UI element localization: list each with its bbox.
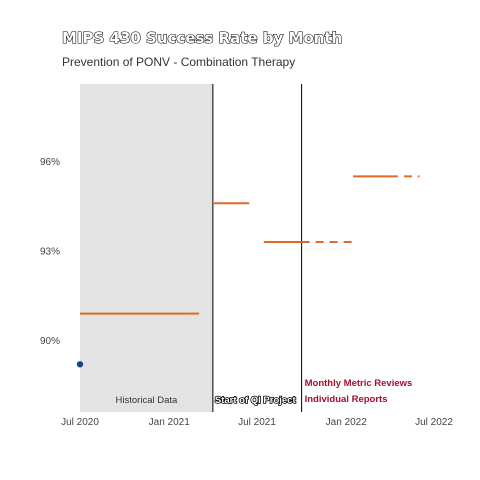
y-tick-label: 96% xyxy=(40,157,60,168)
historical-shaded-region xyxy=(80,84,213,412)
y-tick-label: 93% xyxy=(40,246,60,257)
y-tick-label: 90% xyxy=(40,336,60,347)
x-tick-label: Jan 2022 xyxy=(326,417,368,428)
data-point-1 xyxy=(76,361,84,368)
phase-2-label-line-1: Monthly Metric Reviews xyxy=(305,378,413,389)
x-tick-label: Jan 2021 xyxy=(149,417,191,428)
chart-subtitle: Prevention of PONV - Combination Therapy xyxy=(62,55,295,69)
historical-data-label: Historical Data xyxy=(116,395,178,406)
x-tick-label: Jul 2022 xyxy=(415,417,453,428)
chart-title: MIPS 430 Success Rate by Month xyxy=(62,29,342,47)
phase-2-label-line-2: Individual Reports xyxy=(305,394,388,405)
plot-area: 90% 93% 96% Jul 2020 Jan 2021 Jul 2021 Jan 202… xyxy=(40,84,453,428)
qi-start-label: Start of QI Project xyxy=(215,395,297,406)
x-tick-label: Jul 2021 xyxy=(238,417,276,428)
x-tick-label: Jul 2020 xyxy=(61,417,99,428)
